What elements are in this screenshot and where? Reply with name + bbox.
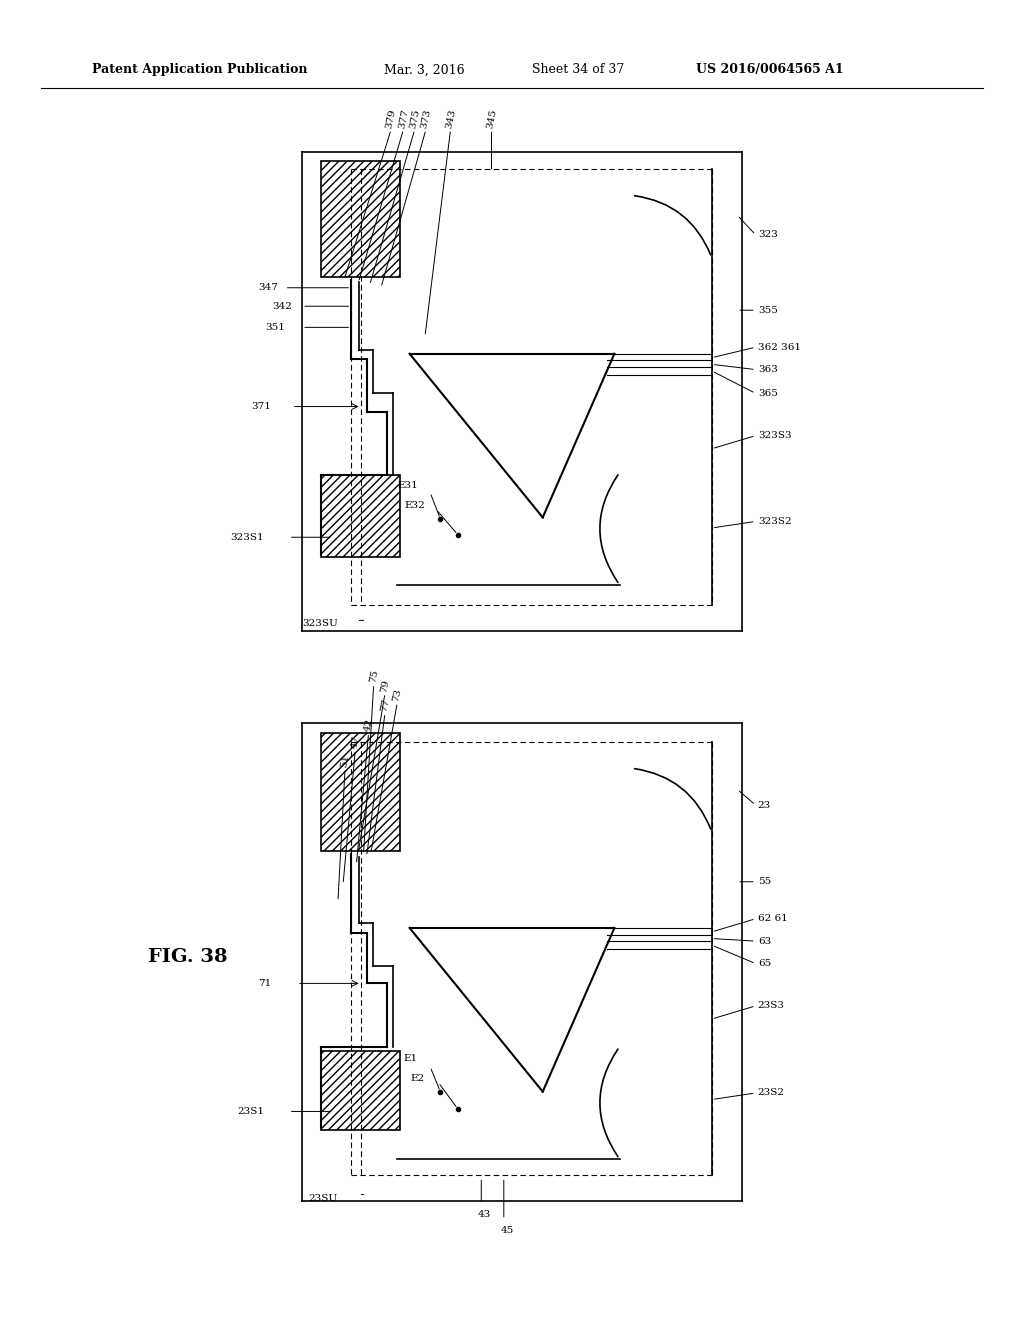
Text: 371: 371 (252, 403, 271, 411)
Text: 23S1: 23S1 (238, 1107, 264, 1115)
Text: 47: 47 (349, 735, 361, 750)
Text: 375: 375 (409, 108, 421, 129)
Text: 55: 55 (758, 878, 771, 886)
Text: E31: E31 (397, 482, 418, 490)
Text: 65: 65 (758, 960, 771, 968)
Text: Mar. 3, 2016: Mar. 3, 2016 (384, 63, 465, 77)
Text: 373: 373 (420, 108, 432, 129)
Text: 351: 351 (265, 323, 285, 331)
Text: 355: 355 (758, 306, 777, 314)
Text: 365: 365 (758, 389, 777, 397)
Text: 377: 377 (397, 108, 410, 129)
Text: 77: 77 (379, 698, 391, 713)
Bar (321, 475, 400, 557)
Text: 323S1: 323S1 (230, 533, 264, 541)
Bar (321, 1051, 400, 1130)
Text: 71: 71 (258, 979, 271, 987)
Text: 323S3: 323S3 (758, 432, 792, 440)
Text: E32: E32 (404, 502, 425, 510)
Text: 43: 43 (478, 1210, 490, 1218)
Text: E1: E1 (403, 1055, 418, 1063)
Text: 23SU: 23SU (309, 1195, 338, 1203)
Text: E2: E2 (411, 1074, 425, 1082)
Text: 363: 363 (758, 366, 777, 374)
Text: 23S3: 23S3 (758, 1002, 784, 1010)
Text: 45: 45 (501, 1226, 513, 1234)
Text: 362 361: 362 361 (758, 343, 801, 351)
Text: 343: 343 (444, 108, 457, 129)
Text: 345: 345 (485, 108, 498, 129)
Text: 323SU: 323SU (302, 619, 338, 627)
Text: FIG. 38: FIG. 38 (148, 948, 228, 966)
Bar (321, 733, 400, 851)
Text: 379: 379 (385, 108, 397, 129)
Bar (321, 161, 400, 277)
Text: 62 61: 62 61 (758, 915, 787, 923)
Text: 342: 342 (272, 302, 292, 310)
Text: Sheet 34 of 37: Sheet 34 of 37 (532, 63, 625, 77)
Text: 79: 79 (379, 678, 391, 693)
Text: 323S2: 323S2 (758, 517, 792, 525)
Text: 347: 347 (259, 284, 279, 292)
Text: 51: 51 (339, 754, 351, 768)
Text: Patent Application Publication: Patent Application Publication (92, 63, 307, 77)
Text: 75: 75 (368, 669, 380, 684)
Text: 42: 42 (362, 718, 375, 733)
Text: 63: 63 (758, 937, 771, 945)
Text: 73: 73 (391, 688, 403, 702)
Text: 23S2: 23S2 (758, 1089, 784, 1097)
Text: US 2016/0064565 A1: US 2016/0064565 A1 (696, 63, 844, 77)
Text: 23: 23 (758, 801, 771, 809)
Text: 323: 323 (758, 231, 777, 239)
